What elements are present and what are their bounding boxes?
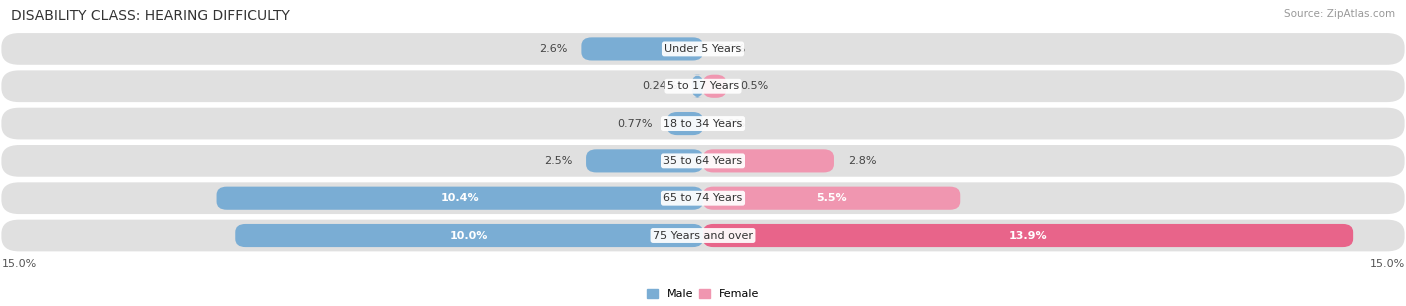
FancyBboxPatch shape bbox=[586, 149, 703, 173]
Text: 10.0%: 10.0% bbox=[450, 230, 488, 241]
FancyBboxPatch shape bbox=[1, 182, 1405, 214]
Text: Under 5 Years: Under 5 Years bbox=[665, 44, 741, 54]
Text: 2.8%: 2.8% bbox=[848, 156, 876, 166]
Text: 2.5%: 2.5% bbox=[544, 156, 572, 166]
Text: 0.24%: 0.24% bbox=[643, 81, 678, 91]
FancyBboxPatch shape bbox=[666, 112, 703, 135]
FancyBboxPatch shape bbox=[582, 37, 703, 61]
Legend: Male, Female: Male, Female bbox=[647, 289, 759, 299]
Text: 0.5%: 0.5% bbox=[741, 81, 769, 91]
FancyBboxPatch shape bbox=[703, 149, 834, 173]
Text: 2.6%: 2.6% bbox=[538, 44, 568, 54]
Text: 75 Years and over: 75 Years and over bbox=[652, 230, 754, 241]
FancyBboxPatch shape bbox=[235, 224, 703, 247]
Text: Source: ZipAtlas.com: Source: ZipAtlas.com bbox=[1284, 9, 1395, 19]
Text: 18 to 34 Years: 18 to 34 Years bbox=[664, 118, 742, 129]
Text: DISABILITY CLASS: HEARING DIFFICULTY: DISABILITY CLASS: HEARING DIFFICULTY bbox=[11, 9, 290, 23]
Text: 0.0%: 0.0% bbox=[717, 44, 745, 54]
Text: 0.77%: 0.77% bbox=[617, 118, 652, 129]
FancyBboxPatch shape bbox=[1, 33, 1405, 65]
FancyBboxPatch shape bbox=[692, 75, 703, 98]
FancyBboxPatch shape bbox=[703, 187, 960, 210]
FancyBboxPatch shape bbox=[1, 70, 1405, 102]
Text: 0.0%: 0.0% bbox=[717, 118, 745, 129]
Text: 15.0%: 15.0% bbox=[1, 259, 37, 269]
Text: 5 to 17 Years: 5 to 17 Years bbox=[666, 81, 740, 91]
Text: 5.5%: 5.5% bbox=[817, 193, 846, 203]
FancyBboxPatch shape bbox=[1, 145, 1405, 177]
Text: 10.4%: 10.4% bbox=[440, 193, 479, 203]
FancyBboxPatch shape bbox=[1, 220, 1405, 251]
Text: 35 to 64 Years: 35 to 64 Years bbox=[664, 156, 742, 166]
FancyBboxPatch shape bbox=[703, 224, 1353, 247]
Text: 13.9%: 13.9% bbox=[1008, 230, 1047, 241]
FancyBboxPatch shape bbox=[703, 75, 727, 98]
FancyBboxPatch shape bbox=[217, 187, 703, 210]
Text: 15.0%: 15.0% bbox=[1369, 259, 1405, 269]
Text: 65 to 74 Years: 65 to 74 Years bbox=[664, 193, 742, 203]
FancyBboxPatch shape bbox=[1, 108, 1405, 140]
